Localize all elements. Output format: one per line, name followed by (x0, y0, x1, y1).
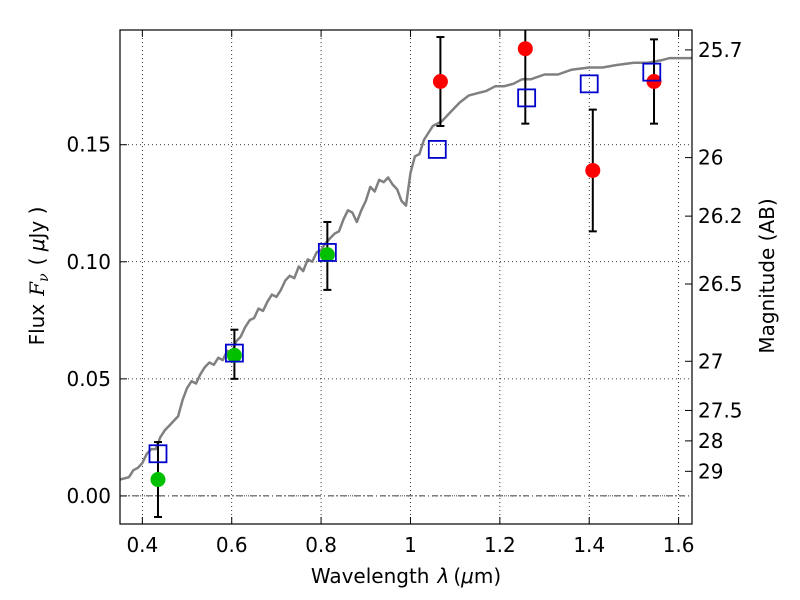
y-axis-title-unit: ( μJy ) (25, 207, 49, 266)
x-tick-label-3: 1 (404, 533, 417, 557)
x-axis-title-word: Wavelength (311, 564, 430, 588)
model-photometry-square-1 (224, 343, 244, 363)
data-point-3-0 (432, 74, 448, 90)
axis-ticks (120, 30, 692, 524)
x-axis-title: Wavelength λ (μm) (311, 564, 501, 588)
x-axis-title-unit: (μm) (453, 564, 501, 588)
right-tick-label-1: 26 (698, 146, 723, 170)
data-point-3-1 (517, 41, 533, 57)
x-tick-label-0: 0.4 (126, 533, 158, 557)
right-tick-label-4: 27 (698, 349, 723, 373)
right-tick-label-3: 26.5 (698, 272, 743, 296)
y-tick-label-1: 0.05 (66, 367, 111, 391)
x-tick-label-4: 1.2 (484, 533, 516, 557)
y-tick-label-3: 0.15 (66, 133, 111, 157)
plot-content (120, 30, 692, 518)
plot-frame (119, 29, 693, 525)
right-tick-label-6: 28 (698, 429, 723, 453)
right-tick-label-7: 29 (698, 459, 723, 483)
x-tick-label-1: 0.6 (216, 533, 248, 557)
x-axis-title-lambda: λ (436, 564, 449, 588)
model-photometry-square-3 (427, 140, 447, 159)
y-axis-title-left: FluxFν( μJy ) (25, 207, 52, 346)
model-photometry-square-6 (642, 62, 662, 82)
data-point-3-2 (585, 162, 601, 178)
data-point-2-2 (319, 247, 335, 263)
y-tick-label-2: 0.10 (66, 250, 111, 274)
grid-lines (120, 30, 692, 524)
model-photometry-square-4 (517, 88, 537, 108)
data-point-2-1 (226, 347, 242, 363)
y-axis-title-word: Flux (25, 304, 49, 346)
right-tick-label-0: 25.7 (698, 38, 743, 62)
axis-tick-labels: 0.4 0.6 0.8 1 1.2 1.4 1.6 0.00 0.05 0.10 0.15 25.7 2… (66, 38, 742, 557)
model-photometry-square-0 (148, 444, 168, 464)
right-tick-label-2: 26.2 (698, 204, 743, 228)
x-tick-label-2: 0.8 (305, 533, 337, 557)
x-tick-label-6: 1.6 (663, 533, 695, 557)
model-photometry-square-5 (579, 74, 599, 94)
y-tick-label-0: 0.00 (66, 484, 111, 508)
x-tick-label-5: 1.4 (573, 533, 605, 557)
plot-area (120, 30, 692, 518)
right-tick-label-5: 27.5 (698, 398, 743, 422)
model-photometry-square-2 (317, 243, 337, 262)
data-point-2-0 (150, 472, 166, 488)
y-axis-title-right: Magnitude (AB) (755, 198, 779, 353)
